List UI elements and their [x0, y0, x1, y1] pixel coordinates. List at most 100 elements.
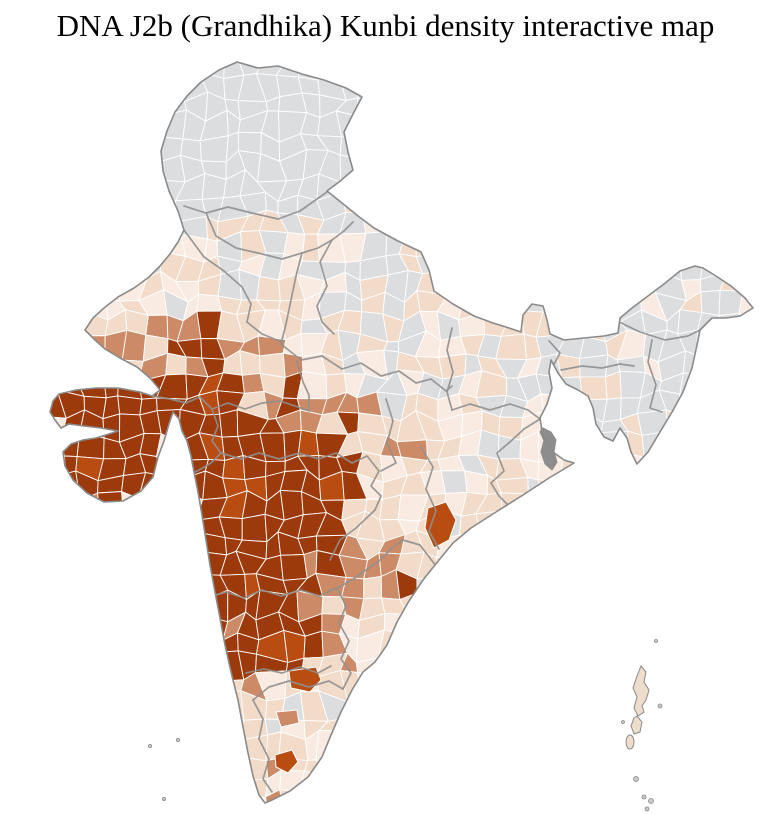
district-cell[interactable]: [583, 195, 607, 217]
district-cell[interactable]: [481, 113, 500, 142]
district-cell[interactable]: [715, 770, 745, 800]
district-cell[interactable]: [696, 171, 730, 197]
district-cell[interactable]: [105, 710, 122, 738]
district-cell[interactable]: [542, 753, 561, 781]
district-cell[interactable]: [283, 629, 306, 664]
district-cell[interactable]: [625, 593, 640, 621]
district-cell[interactable]: [736, 612, 768, 641]
district-cell[interactable]: [656, 76, 684, 102]
district-cell[interactable]: [356, 115, 383, 139]
district-cell[interactable]: [741, 329, 769, 362]
district-cell[interactable]: [38, 153, 60, 180]
district-cell[interactable]: [696, 777, 724, 802]
district-cell[interactable]: [742, 790, 766, 814]
district-cell[interactable]: [36, 238, 68, 255]
district-cell[interactable]: [97, 649, 127, 676]
district-cell[interactable]: [735, 456, 765, 474]
district-cell[interactable]: [574, 736, 609, 755]
district-cell[interactable]: [717, 559, 743, 583]
district-cell[interactable]: [675, 737, 698, 757]
district-cell[interactable]: [138, 649, 167, 678]
district-cell[interactable]: [377, 730, 406, 762]
district-cell[interactable]: [618, 136, 644, 162]
district-cell[interactable]: [660, 531, 685, 559]
district-cell[interactable]: [381, 195, 409, 219]
district-cell[interactable]: [97, 231, 126, 260]
district-cell[interactable]: [541, 790, 570, 814]
district-cell[interactable]: [635, 757, 667, 775]
district-cell[interactable]: [516, 135, 545, 156]
district-cell[interactable]: [657, 136, 688, 163]
district-cell[interactable]: [75, 618, 108, 641]
district-cell[interactable]: [155, 615, 182, 638]
district-cell[interactable]: [623, 530, 641, 563]
district-cell[interactable]: [177, 615, 209, 641]
district-cell[interactable]: [437, 234, 468, 258]
district-cell[interactable]: [103, 789, 124, 812]
district-cell[interactable]: [336, 770, 364, 798]
district-cell[interactable]: [60, 737, 82, 756]
district-cell[interactable]: [695, 349, 729, 378]
district-cell[interactable]: [184, 573, 207, 601]
district-cell[interactable]: [615, 470, 642, 493]
district-cell[interactable]: [522, 99, 547, 123]
district-cell[interactable]: [661, 116, 689, 139]
district-cell[interactable]: [217, 269, 243, 301]
district-cell[interactable]: [477, 195, 501, 216]
district-cell[interactable]: [418, 735, 442, 757]
district-cell[interactable]: [575, 88, 605, 114]
district-cell[interactable]: [156, 536, 188, 560]
district-cell[interactable]: [77, 558, 106, 573]
district-cell[interactable]: [45, 352, 69, 382]
district-cell[interactable]: [476, 694, 505, 723]
district-cell[interactable]: [179, 513, 199, 543]
district-cell[interactable]: [36, 493, 69, 521]
district-cell[interactable]: [575, 60, 606, 82]
district-cell[interactable]: [519, 719, 543, 739]
district-cell[interactable]: [395, 97, 419, 123]
district-cell[interactable]: [159, 53, 183, 83]
district-cell[interactable]: [416, 149, 446, 180]
district-cell[interactable]: [36, 611, 62, 641]
district-cell[interactable]: [740, 192, 762, 217]
district-cell[interactable]: [700, 289, 721, 317]
district-cell[interactable]: [580, 291, 604, 322]
district-cell[interactable]: [497, 195, 527, 223]
district-cell[interactable]: [99, 511, 124, 535]
district-cell[interactable]: [717, 594, 747, 619]
district-cell[interactable]: [60, 52, 78, 81]
islet[interactable]: [621, 720, 625, 724]
district-cell[interactable]: [644, 76, 663, 102]
district-cell[interactable]: [64, 208, 88, 240]
islet[interactable]: [147, 744, 152, 749]
district-cell[interactable]: [696, 709, 725, 741]
district-cell[interactable]: [558, 451, 585, 482]
district-cell[interactable]: [634, 175, 662, 198]
district-cell[interactable]: [183, 717, 206, 740]
district-cell[interactable]: [175, 57, 209, 83]
district-cell[interactable]: [84, 152, 109, 178]
district-cell[interactable]: [495, 613, 526, 638]
district-cell[interactable]: [439, 777, 465, 802]
district-cell[interactable]: [279, 789, 304, 814]
district-cell[interactable]: [740, 237, 760, 262]
district-cell[interactable]: [699, 691, 726, 721]
district-cell[interactable]: [555, 256, 582, 282]
district-cell[interactable]: [656, 613, 687, 638]
district-cell[interactable]: [622, 753, 637, 775]
district-cell[interactable]: [141, 591, 162, 622]
district-cell[interactable]: [357, 671, 384, 702]
district-cell[interactable]: [398, 217, 418, 237]
district-cell[interactable]: [435, 252, 467, 282]
district-cell[interactable]: [735, 714, 767, 741]
district-cell[interactable]: [640, 268, 658, 297]
district-cell[interactable]: [515, 229, 545, 255]
district-cell[interactable]: [100, 594, 128, 620]
district-cell[interactable]: [715, 510, 748, 543]
district-cell[interactable]: [597, 556, 625, 578]
district-cell[interactable]: [664, 753, 678, 777]
district-cell[interactable]: [578, 649, 605, 683]
district-cell[interactable]: [160, 573, 187, 593]
district-cell[interactable]: [696, 53, 727, 73]
district-cell[interactable]: [522, 75, 546, 102]
